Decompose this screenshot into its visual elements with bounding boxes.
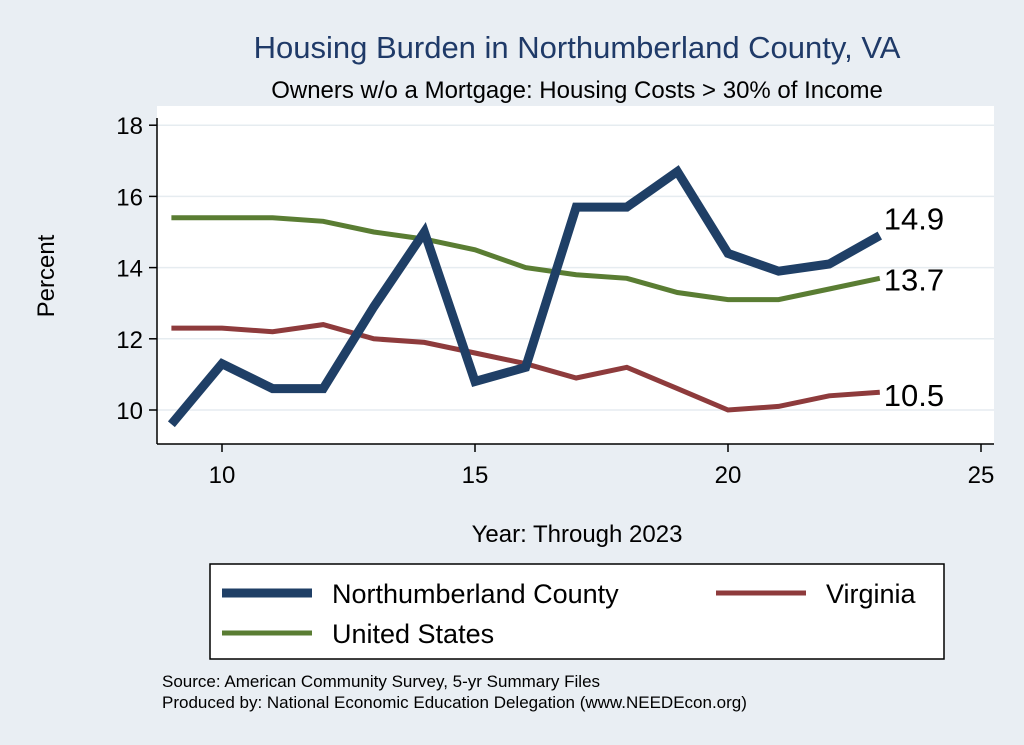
- y-tick-label-18: 18: [116, 113, 143, 140]
- series-line-united-states: [171, 215, 881, 303]
- end-label-united-states: 13.7: [884, 262, 944, 297]
- y-tick-label-16: 16: [116, 184, 143, 211]
- end-label-virginia: 10.5: [884, 378, 944, 413]
- end-labels: 14.9 10.5 13.7: [884, 202, 944, 414]
- legend-box: [209, 563, 945, 660]
- legend-label-united-states: United States: [332, 619, 494, 649]
- x-tick-label-10: 10: [209, 462, 236, 489]
- y-tick-label-12: 12: [116, 327, 143, 354]
- y-tick-label-14: 14: [116, 256, 143, 283]
- y-tick-label-10: 10: [116, 398, 143, 425]
- end-label-northumberland-county: 14.9: [884, 202, 944, 237]
- legend-label-northumberland: Northumberland County: [332, 579, 619, 609]
- series-lines: [167, 165, 883, 428]
- legend: Northumberland County Virginia United St…: [209, 563, 945, 660]
- legend-label-virginia: Virginia: [826, 579, 917, 609]
- x-tick-label-15: 15: [462, 462, 489, 489]
- x-axis-label: Year: Through 2023: [472, 521, 683, 548]
- axes: 10 12 14 16 18 10 15 20 25: [116, 113, 994, 489]
- series-line-northumberland-county: [167, 165, 883, 428]
- x-tick-label-20: 20: [715, 462, 742, 489]
- y-axis-label: Percent: [33, 234, 60, 317]
- x-tick-label-25: 25: [968, 462, 995, 489]
- source-note: Source: American Community Survey, 5-yr …: [162, 672, 600, 691]
- chart-subtitle: Owners w/o a Mortgage: Housing Costs > 3…: [271, 77, 883, 104]
- producer-note: Produced by: National Economic Education…: [162, 693, 747, 712]
- gridlines: [157, 124, 994, 411]
- chart-title: Housing Burden in Northumberland County,…: [254, 30, 901, 65]
